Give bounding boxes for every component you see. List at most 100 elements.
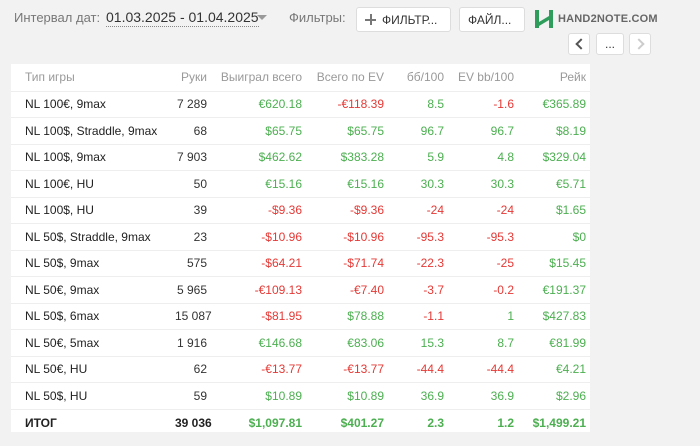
previous-button[interactable] [568,33,590,55]
cell-total-ev: €15.16 [306,170,388,197]
column-header-rake[interactable]: Рейк [559,70,586,85]
more-button[interactable]: ... [596,33,624,55]
chevron-right-icon [632,38,645,50]
stats-panel: Тип игры Руки Выиграл всего Всего по EV … [11,64,590,436]
cell-rake: €81.99 [518,329,590,356]
cell-total-ev: -€7.40 [306,276,388,303]
table-row[interactable]: NL 50$, HU 59 $10.89 $10.89 36.9 36.9 $2.96 [11,382,590,409]
cell-hands: 1 916 [171,329,211,356]
table-row[interactable]: NL 100€, 9max 7 289 €620.18 -€118.39 8.5 -1.6… [11,90,590,118]
cell-game-type: NL 50$, HU [11,382,171,409]
cell-rake: $2.96 [518,382,590,409]
cell-hands: 7 289 [171,90,211,118]
cell-total-ev: $65.75 [306,117,388,144]
cell-won-total: -$81.95 [211,302,306,330]
cell-ev-bb-100: 8.7 [448,329,518,356]
hand2note-logo-icon [535,10,553,28]
table-row[interactable]: NL 100€, HU 50 €15.16 €15.16 30.3 30.3 €5.71 [11,170,590,197]
cell-hands: 62 [171,355,211,383]
cell-rake: €4.21 [518,355,590,383]
file-button[interactable]: ФАЙЛ... [459,7,525,32]
cell-ev-bb-100: 1.2 [448,408,518,436]
cell-hands: 59 [171,382,211,409]
cell-won-total: €146.68 [211,329,306,356]
cell-ev-bb-100: 36.9 [448,382,518,409]
cell-ev-bb-100: -1.6 [448,90,518,118]
next-button[interactable] [629,33,651,55]
cell-ev-bb-100: -95.3 [448,223,518,250]
cell-ev-bb-100: 96.7 [448,117,518,144]
cell-won-total: $462.62 [211,143,306,171]
cell-hands: 5 965 [171,276,211,303]
file-button-label: ФАЙЛ... [468,12,512,27]
column-header-total-ev[interactable]: Всего по EV [316,70,384,85]
column-header-bb-100[interactable]: бб/100 [406,70,444,85]
game-stats-table: Тип игры Руки Выиграл всего Всего по EV … [11,64,590,436]
cell-hands: 23 [171,223,211,250]
cell-total-ev: -€13.77 [306,355,388,383]
toolbar: Интервал дат: 01.03.2025 - 01.04.2025 Фи… [0,0,700,55]
cell-bb-100: -22.3 [388,249,448,277]
cell-rake: $8.19 [518,117,590,144]
table-row[interactable]: NL 100$, 9max 7 903 $462.62 $383.28 5.9 4.8 $3… [11,143,590,171]
cell-game-type: NL 50€, HU [11,355,171,383]
cell-game-type: NL 50$, Straddle, 9max [11,223,171,250]
table-row[interactable]: NL 50$, Straddle, 9max 23 -$10.96 -$10.96 -9… [11,223,590,250]
cell-hands: 15 087 [171,302,212,330]
cell-total-ev: €83.06 [306,329,388,356]
cell-game-type: NL 100$, 9max [11,143,171,171]
logo-text: HAND2NOTE.COM [558,13,658,25]
table-row[interactable]: NL 50$, 6max 15 087 -$81.95 $78.88 -1.1 1 $427… [11,302,590,330]
cell-total-ev: -$71.74 [306,249,388,277]
add-filter-label: ФИЛЬТР... [382,12,438,27]
column-header-won-total[interactable]: Выиграл всего [220,70,302,85]
cell-bb-100: -1.1 [388,302,448,330]
cell-won-total: $10.89 [211,382,306,409]
more-label: ... [604,37,615,51]
cell-bb-100: -3.7 [388,276,448,303]
cell-rake: €5.71 [518,170,590,197]
cell-total-ev: $383.28 [306,143,388,171]
cell-won-total: €15.16 [211,170,306,197]
table-row[interactable]: NL 50€, 9max 5 965 -€109.13 -€7.40 -3.7 -0.2 €… [11,276,590,303]
cell-hands: 50 [171,170,211,197]
add-filter-button[interactable]: ФИЛЬТР... [356,7,451,32]
table-row[interactable]: NL 100$, HU 39 -$9.36 -$9.36 -24 -24 $1.65 [11,196,590,224]
cell-total-ev: $10.89 [306,382,388,409]
cell-total-ev: $401.27 [306,408,388,436]
cell-bb-100: 96.7 [388,117,448,144]
table-row[interactable]: NL 50€, 5max 1 916 €146.68 €83.06 15.3 8.7 €81… [11,329,590,356]
cell-game-type: NL 100$, HU [11,196,171,224]
cell-hands: 7 903 [171,143,211,171]
cell-won-total: -$10.96 [211,223,306,250]
cell-ev-bb-100: -25 [448,249,518,277]
cell-won-total: €620.18 [211,90,306,118]
cell-game-type: ИТОГ [11,408,171,436]
chevron-down-icon[interactable] [257,15,267,20]
cell-bb-100: 15.3 [388,329,448,356]
table-row[interactable]: NL 50$, 9max 575 -$64.21 -$71.74 -22.3 -25 $15… [11,249,590,277]
filters-label: Фильтры: [289,10,346,25]
cell-bb-100: 8.5 [388,90,448,118]
cell-ev-bb-100: 30.3 [448,170,518,197]
cell-rake: €191.37 [518,276,590,303]
date-interval-picker[interactable]: 01.03.2025 - 01.04.2025 [106,9,259,27]
table-row[interactable]: NL 100$, Straddle, 9max 68 $65.75 $65.75 96.… [11,117,590,144]
total-row[interactable]: ИТОГ 39 036 $1,097.81 $401.27 2.3 1.2 $1,499.2… [11,408,590,436]
column-header-game-type[interactable]: Тип игры [25,70,75,85]
cell-hands: 39 036 [171,408,212,436]
column-header-hands[interactable]: Руки [181,70,207,85]
cell-ev-bb-100: -44.4 [448,355,518,383]
cell-rake: $15.45 [518,249,590,277]
cell-ev-bb-100: 4.8 [448,143,518,171]
cell-total-ev: -$10.96 [306,223,388,250]
table-row[interactable]: NL 50€, HU 62 -€13.77 -€13.77 -44.4 -44.4 €4.2… [11,355,590,383]
cell-total-ev: -€118.39 [306,90,388,118]
cell-bb-100: -95.3 [388,223,448,250]
cell-bb-100: 30.3 [388,170,448,197]
interval-label: Интервал дат: [14,10,101,25]
cell-total-ev: -$9.36 [306,196,388,224]
cell-won-total: $65.75 [211,117,306,144]
cell-hands: 575 [171,249,211,277]
column-header-ev-bb-100[interactable]: EV bb/100 [457,70,514,85]
